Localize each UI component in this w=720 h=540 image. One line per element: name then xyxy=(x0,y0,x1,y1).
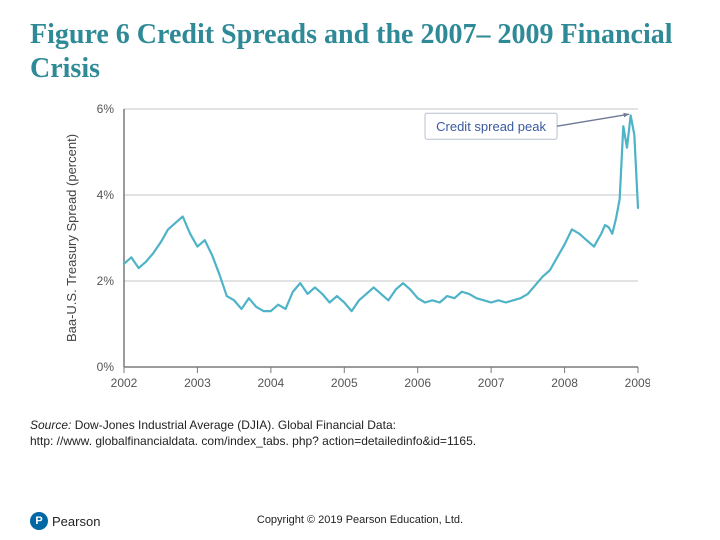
svg-text:2%: 2% xyxy=(97,274,115,288)
source-caption: Source: Dow-Jones Industrial Average (DJ… xyxy=(30,417,690,449)
svg-text:2008: 2008 xyxy=(551,376,578,390)
svg-text:Baa-U.S. Treasury Spread (perc: Baa-U.S. Treasury Spread (percent) xyxy=(64,134,79,342)
svg-text:Credit spread peak: Credit spread peak xyxy=(436,119,546,134)
svg-text:4%: 4% xyxy=(97,188,115,202)
svg-text:2007: 2007 xyxy=(478,376,505,390)
source-label: Source: xyxy=(30,418,71,432)
source-line2: http: //www. globalfinancialdata. com/in… xyxy=(30,434,476,448)
svg-text:2006: 2006 xyxy=(404,376,431,390)
line-chart: 0% 2% 4% 6% 2002 2003 2004 2005 2006 2007 2008 2009… xyxy=(60,99,650,399)
svg-text:0%: 0% xyxy=(97,360,115,374)
svg-text:6%: 6% xyxy=(97,102,115,116)
svg-text:2009: 2009 xyxy=(625,376,650,390)
svg-text:2002: 2002 xyxy=(111,376,138,390)
source-line1: Dow-Jones Industrial Average (DJIA). Glo… xyxy=(71,418,396,432)
copyright-text: Copyright © 2019 Pearson Education, Ltd. xyxy=(0,514,720,526)
svg-text:2003: 2003 xyxy=(184,376,211,390)
svg-text:2004: 2004 xyxy=(258,376,285,390)
svg-text:2005: 2005 xyxy=(331,376,358,390)
figure-title: Figure 6 Credit Spreads and the 2007– 20… xyxy=(30,18,690,85)
chart-container: 0% 2% 4% 6% 2002 2003 2004 2005 2006 2007 2008 2009… xyxy=(60,99,690,399)
